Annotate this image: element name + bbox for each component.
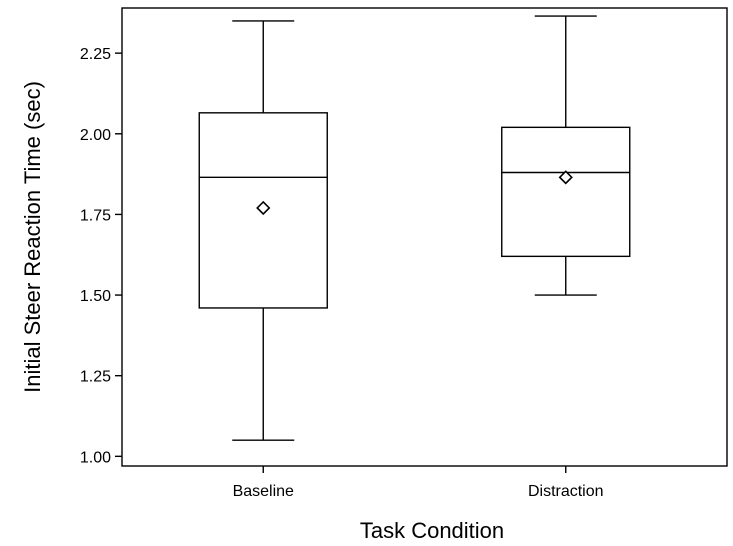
- mean-marker: [558, 170, 573, 185]
- y-tick-label: 1.50: [80, 288, 111, 305]
- x-axis-title: Task Condition: [360, 518, 504, 543]
- box-group: [198, 20, 328, 441]
- x-tick-label: Distraction: [528, 483, 604, 500]
- plot-frame: [121, 7, 728, 467]
- box-group: [501, 15, 631, 296]
- y-tick-label: 1.00: [80, 449, 111, 466]
- y-tick-label: 2.25: [80, 46, 111, 63]
- x-tick-label: Baseline: [233, 483, 294, 500]
- mean-marker: [256, 200, 271, 216]
- y-tick-label: 2.00: [80, 127, 111, 144]
- iqr-box: [501, 126, 631, 258]
- y-tick-label: 1.25: [80, 369, 111, 386]
- y-axis-title: Initial Steer Reaction Time (sec): [20, 81, 45, 393]
- y-tick-label: 1.75: [80, 207, 111, 224]
